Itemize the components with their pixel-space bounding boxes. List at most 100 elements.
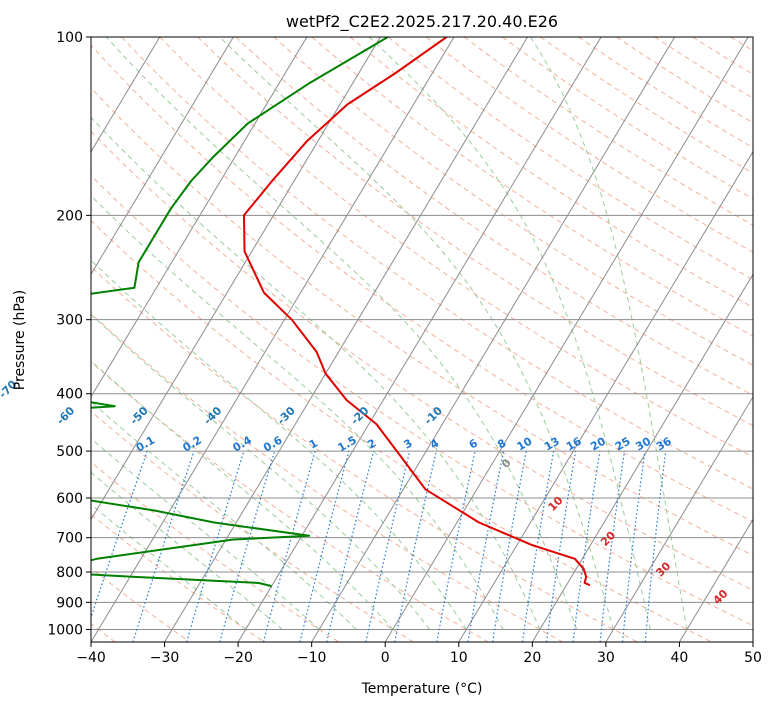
x-tick-label: −10	[297, 650, 327, 666]
x-tick-label: 50	[744, 650, 762, 666]
mixing-ratio-line	[644, 451, 667, 642]
isotherm-label: -40	[201, 404, 224, 427]
mixing-ratio-label: 2	[365, 437, 378, 452]
isotherm-label: -10	[422, 404, 445, 427]
dry-adiabat	[235, 37, 753, 396]
moist-adiabat	[91, 360, 394, 630]
dry-adiabat	[311, 37, 753, 337]
dry-adiabat	[91, 174, 753, 627]
isotherm-line	[605, 395, 753, 642]
y-tick-label: 200	[56, 208, 83, 224]
y-tick-label: 400	[56, 387, 83, 403]
isotherm-line	[752, 641, 753, 642]
mixing-ratio-line	[521, 450, 555, 642]
y-tick-label: 900	[56, 595, 83, 611]
x-axis-label: Temperature (°C)	[361, 681, 483, 697]
isotherm-line	[237, 37, 602, 642]
dry-adiabat	[91, 513, 265, 642]
isotherm-line	[91, 37, 234, 276]
moist-adiabat	[91, 471, 283, 630]
dry-adiabat	[654, 37, 753, 99]
mixing-ratio-line	[262, 450, 316, 642]
moist-adiabat	[91, 116, 541, 630]
dry-adiabat	[91, 265, 638, 642]
moist-adiabat	[219, 37, 614, 630]
moist-adiabat	[91, 437, 320, 630]
isotherm-line	[91, 37, 455, 642]
mixing-ratio-label: 4	[428, 436, 441, 451]
moist-adiabat	[91, 259, 467, 630]
dry-adiabat	[769, 37, 775, 642]
moist-adiabat	[368, 37, 651, 630]
mixing-ratio-line	[599, 451, 626, 642]
y-tick-label: 300	[56, 313, 83, 329]
dry-adiabat	[91, 410, 414, 642]
mixing-ratio-line	[365, 450, 411, 642]
dry-adiabat	[540, 37, 753, 174]
isotherm-line	[679, 518, 753, 642]
y-tick-label: 600	[56, 491, 83, 507]
x-tick-label: −20	[223, 650, 253, 666]
plot-frame	[90, 36, 754, 643]
mixing-ratio-label: 6	[467, 436, 480, 451]
mixing-ratio-line	[132, 450, 195, 642]
dry-adiabat	[91, 312, 563, 642]
mixing-ratio-label: 3	[401, 437, 414, 452]
x-axis: −40 −30 −20 −10 0 10 20 30 40 50	[76, 642, 762, 666]
y-tick-label: 700	[56, 531, 83, 547]
y-axis-label: Pressure (hPa)	[12, 290, 28, 390]
isotherm-line	[91, 37, 381, 521]
y-axis: 100 200 300 400 500 600 700 800 900 1000	[47, 30, 91, 638]
mixing-ratio-line	[546, 450, 577, 642]
chart-title: wetPf2_C2E2.2025.217.20.40.E26	[286, 12, 558, 32]
dry-adiabat	[425, 37, 753, 253]
dry-adiabat	[273, 37, 753, 366]
dry-adiabat	[349, 37, 753, 309]
dry-adiabat	[91, 44, 753, 523]
moist-adiabat	[91, 400, 357, 630]
isotherm-line	[311, 37, 676, 642]
moist-adiabat	[105, 37, 578, 630]
isotherm-label: -20	[348, 404, 371, 427]
isotherm-label: 30	[653, 559, 673, 579]
dry-adiabat	[91, 461, 340, 642]
dry-adiabat	[159, 37, 753, 458]
isotherm-line	[91, 37, 308, 398]
dry-adiabat	[91, 219, 713, 642]
mixing-ratio-line	[186, 450, 245, 642]
y-tick-label: 1000	[47, 622, 83, 638]
mixing-ratio-line	[622, 451, 646, 642]
y-tick-label: 800	[56, 565, 83, 581]
reference-lines	[91, 37, 775, 642]
mixing-ratio-line	[467, 450, 505, 642]
x-tick-label: 0	[381, 650, 390, 666]
mixing-ratio-label: 1	[307, 437, 320, 452]
mixing-ratio-line	[299, 450, 350, 642]
moist-adiabat	[91, 313, 430, 630]
x-tick-label: 20	[523, 650, 541, 666]
reference-line-labels: 0.10.20.40.611.52346810131620253036-100-…	[0, 378, 731, 607]
mixing-ratio-line	[394, 450, 437, 642]
isotherm-line	[531, 273, 753, 642]
x-tick-label: 40	[671, 650, 689, 666]
mixing-ratio-line	[219, 450, 276, 642]
dry-adiabat	[197, 37, 753, 427]
mixing-ratio-line	[572, 451, 601, 642]
dry-adiabat	[502, 37, 753, 200]
x-tick-label: 10	[450, 650, 468, 666]
isotherm-label: 10	[546, 494, 566, 514]
dry-adiabat	[91, 130, 753, 591]
isotherm-label: 40	[711, 587, 731, 607]
dry-adiabat	[387, 37, 753, 281]
isotherm-label: -50	[128, 404, 151, 427]
isotherm-line	[91, 37, 161, 153]
isotherm-line	[458, 150, 753, 642]
isotherm-line	[384, 37, 749, 642]
x-tick-label: −40	[76, 650, 106, 666]
x-tick-label: 30	[597, 650, 615, 666]
y-tick-label: 500	[56, 444, 83, 460]
moist-adiabat	[91, 195, 504, 630]
x-tick-label: −30	[150, 650, 180, 666]
isotherm-line	[164, 37, 528, 642]
dry-adiabat	[91, 87, 753, 557]
